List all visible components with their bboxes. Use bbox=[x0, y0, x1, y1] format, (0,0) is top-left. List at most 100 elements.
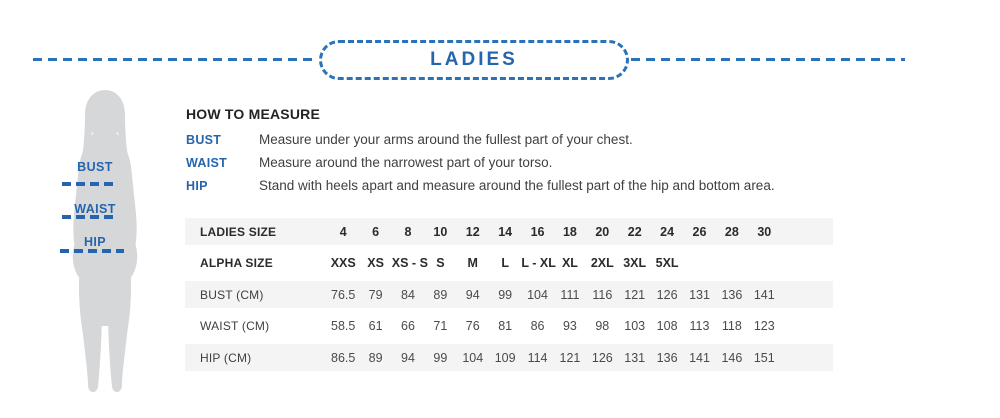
table-cell: 104 bbox=[462, 350, 484, 365]
table-cell: 118 bbox=[721, 319, 742, 333]
table-cell: 113 bbox=[689, 319, 710, 333]
table-cell: 136 bbox=[656, 350, 678, 365]
figure-bust-label: BUST bbox=[77, 160, 113, 174]
table-cell: 58.5 bbox=[331, 319, 356, 333]
table-cell: 5XL bbox=[655, 256, 679, 270]
banner-dash-line-right bbox=[631, 58, 905, 61]
measure-text-bust: Measure under your arms around the fulle… bbox=[259, 132, 633, 147]
table-cell: 14 bbox=[498, 224, 513, 239]
table-cell: 123 bbox=[753, 319, 775, 333]
table-cell: 22 bbox=[627, 224, 642, 239]
table-cell: 18 bbox=[562, 224, 577, 239]
table-row: LADIES SIZE 4 6 8 10 12 14 16 18 20 22 24 26 28 30 bbox=[185, 218, 833, 245]
table-cell: L bbox=[501, 256, 509, 270]
measure-row-waist: WAIST Measure around the narrowest part … bbox=[186, 155, 896, 171]
measure-row-hip: HIP Stand with heels apart and measure a… bbox=[186, 178, 896, 194]
measure-row-bust: BUST Measure under your arms around the … bbox=[186, 132, 896, 148]
table-row: WAIST (CM) 58.5 61 66 71 76 81 86 93 98 103 108 113 1… bbox=[185, 312, 833, 340]
table-cell: 20 bbox=[595, 224, 610, 239]
table-cell: 81 bbox=[498, 319, 513, 333]
table-cell: 126 bbox=[591, 350, 613, 365]
table-cell: 99 bbox=[498, 287, 513, 302]
table-cell: 126 bbox=[656, 287, 678, 302]
size-table: LADIES SIZE 4 6 8 10 12 14 16 18 20 22 24 26 28 30 ALPH… bbox=[185, 218, 833, 376]
table-cell: 24 bbox=[660, 224, 675, 239]
figure-hip-line bbox=[60, 249, 124, 253]
table-cell: XXS bbox=[330, 256, 356, 270]
table-cell: 2XL bbox=[590, 256, 614, 270]
table-cell: 94 bbox=[465, 287, 480, 302]
table-cell: 30 bbox=[757, 224, 772, 239]
table-cell: 16 bbox=[530, 224, 545, 239]
measure-label-waist: WAIST bbox=[186, 156, 228, 170]
table-cell: 151 bbox=[753, 350, 775, 365]
table-cell: 6 bbox=[372, 224, 380, 239]
table-row-label: LADIES SIZE bbox=[200, 224, 277, 239]
table-cell: 3XL bbox=[623, 256, 647, 270]
how-to-measure-section: HOW TO MEASURE BUST Measure under your a… bbox=[186, 106, 896, 201]
measure-label-bust: BUST bbox=[186, 133, 222, 147]
table-cell: 108 bbox=[656, 319, 678, 333]
figure-waist-line bbox=[62, 215, 118, 219]
table-row-label: HIP (CM) bbox=[200, 350, 252, 365]
measure-text-waist: Measure around the narrowest part of you… bbox=[259, 155, 553, 170]
table-cell: 86.5 bbox=[331, 350, 356, 365]
banner-title: LADIES bbox=[430, 49, 518, 70]
table-cell: L - XL bbox=[521, 256, 556, 270]
table-cell: 141 bbox=[689, 350, 710, 365]
table-cell: 79 bbox=[368, 287, 383, 302]
figure-waist-label: WAIST bbox=[74, 202, 116, 216]
table-row: BUST (CM) 76.5 79 84 89 94 99 104 111 116 121 126 13… bbox=[185, 281, 833, 308]
table-cell: 141 bbox=[753, 287, 775, 302]
table-cell: 8 bbox=[404, 224, 412, 239]
table-cell: 121 bbox=[559, 350, 581, 365]
table-cell: 26 bbox=[692, 224, 707, 239]
figure-bust-line bbox=[62, 182, 118, 186]
table-cell: 98 bbox=[595, 319, 610, 333]
table-cell: 86 bbox=[530, 319, 545, 333]
table-cell: 89 bbox=[433, 287, 448, 302]
table-cell: 10 bbox=[433, 224, 448, 239]
table-cell: 12 bbox=[465, 224, 480, 239]
table-cell: 131 bbox=[689, 287, 710, 302]
table-cell: XS - S bbox=[391, 256, 428, 270]
table-cell: 103 bbox=[624, 319, 646, 333]
table-cell: 71 bbox=[433, 319, 448, 333]
table-row: HIP (CM) 86.5 89 94 99 104 109 114 121 126 131 136 1… bbox=[185, 344, 833, 371]
table-cell: 136 bbox=[721, 287, 743, 302]
table-cell: 99 bbox=[433, 350, 448, 365]
table-cell: 131 bbox=[624, 350, 646, 365]
banner-dash-line-left bbox=[33, 58, 317, 61]
table-cell: 76 bbox=[465, 319, 480, 333]
table-cell: 28 bbox=[724, 224, 739, 239]
table-row-label: ALPHA SIZE bbox=[200, 256, 273, 270]
table-cell: 109 bbox=[494, 350, 516, 365]
figure-hip-label: HIP bbox=[83, 235, 107, 249]
banner-pill: LADIES bbox=[319, 40, 629, 80]
table-row-label: WAIST (CM) bbox=[200, 319, 270, 333]
table-cell: 94 bbox=[401, 350, 415, 365]
table-cell: 111 bbox=[560, 287, 580, 302]
table-cell: 116 bbox=[592, 287, 613, 302]
table-cell: 89 bbox=[368, 350, 383, 365]
table-cell: 4 bbox=[339, 224, 347, 239]
table-row-label: BUST (CM) bbox=[200, 287, 264, 302]
table-cell: XS bbox=[367, 256, 384, 270]
table-cell: 66 bbox=[401, 319, 415, 333]
table-cell: 61 bbox=[368, 319, 383, 333]
table-row: ALPHA SIZE XXS XS XS - S S M L L - XL XL 2XL 3XL 5X… bbox=[185, 249, 833, 277]
table-cell: 84 bbox=[401, 287, 415, 302]
body-figure: BUST WAIST HIP bbox=[50, 88, 175, 400]
table-cell: 104 bbox=[527, 287, 548, 302]
measure-text-hip: Stand with heels apart and measure aroun… bbox=[259, 178, 775, 193]
table-cell: 121 bbox=[624, 287, 646, 302]
how-to-measure-title: HOW TO MEASURE bbox=[186, 106, 320, 122]
table-cell: XL bbox=[561, 256, 578, 270]
table-cell: 146 bbox=[721, 350, 743, 365]
measure-label-hip: HIP bbox=[186, 179, 208, 193]
table-cell: 114 bbox=[527, 350, 548, 365]
table-cell: 76.5 bbox=[331, 287, 356, 302]
table-cell: M bbox=[467, 256, 478, 270]
table-cell: S bbox=[436, 256, 445, 270]
table-cell: 93 bbox=[562, 319, 577, 333]
